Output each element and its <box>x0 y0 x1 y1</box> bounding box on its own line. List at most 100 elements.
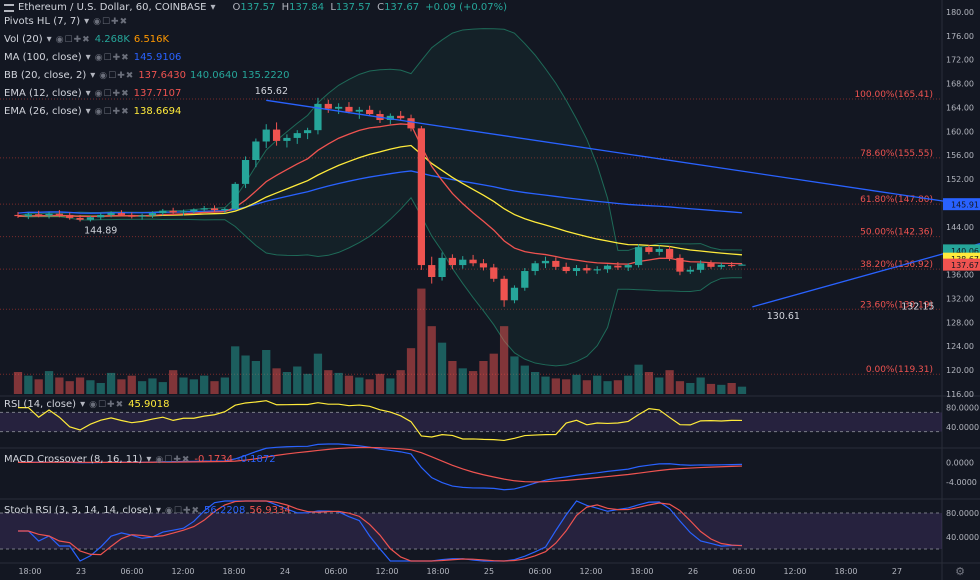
candle-body <box>138 215 146 217</box>
volume-bar <box>34 379 43 394</box>
trendline-upper <box>266 99 980 208</box>
candle-body <box>355 109 363 112</box>
candle-body <box>345 106 353 112</box>
candle-body <box>572 268 581 272</box>
candle-body <box>448 257 457 266</box>
volume-bar <box>427 326 436 394</box>
candle-body <box>107 213 115 215</box>
volume-bar <box>613 380 623 394</box>
menu-icon[interactable] <box>4 4 14 12</box>
volume-bar <box>468 371 478 394</box>
candle-body <box>634 247 643 266</box>
indicator-row: Vol (20) ▾ ◉☐✚✖ 4.268K 6.516K <box>4 32 169 48</box>
fib-level-label: 100.00%(165.41) <box>854 90 933 100</box>
chevron-down-icon[interactable]: ▾ <box>85 106 91 117</box>
indicator-controls-icon[interactable]: ◉☐✚✖ <box>93 17 129 27</box>
close-value: 137.67 <box>384 2 420 13</box>
volume-bar <box>386 378 395 394</box>
indicator-row-label[interactable]: EMA (12, close) <box>4 88 82 99</box>
chevron-down-icon[interactable]: ▾ <box>46 34 52 45</box>
candle-body <box>45 213 53 216</box>
volume-bar <box>355 377 364 394</box>
symbol-title[interactable]: Ethereum / U.S. Dollar, 60, COINBASE <box>18 2 207 13</box>
candle-body <box>500 278 508 301</box>
stoch-legend: Stoch RSI (3, 3, 14, 14, close) ▾ ◉☐✚✖ 56.2… <box>4 503 291 519</box>
time-tick-label: 23 <box>76 567 86 576</box>
candle-body <box>510 287 519 301</box>
candle-body <box>24 214 32 217</box>
candle-body <box>459 259 467 266</box>
chevron-down-icon[interactable]: ▾ <box>90 70 96 81</box>
volume-bar <box>572 374 581 394</box>
volume-bar <box>324 370 333 394</box>
rsi-legend: RSI (14, close) ▾ ◉☐✚✖ 45.9018 <box>4 397 169 413</box>
candle-body <box>14 214 22 217</box>
price-tick-label: 120.00 <box>946 366 974 375</box>
volume-bar <box>231 346 240 394</box>
indicator-value: 138.6694 <box>133 106 182 117</box>
candle-body <box>66 214 74 218</box>
chevron-down-icon[interactable]: ▾ <box>80 399 86 410</box>
volume-bar <box>210 381 219 394</box>
indicator-row-label[interactable]: MA (100, close) <box>4 52 82 63</box>
time-tick-label: 12:00 <box>375 567 398 576</box>
candle-body <box>728 265 736 267</box>
high-value: 137.84 <box>289 2 325 13</box>
indicator-controls-icon[interactable]: ◉☐✚✖ <box>165 506 201 516</box>
indicator-controls-icon[interactable]: ◉☐✚✖ <box>94 53 130 63</box>
pivot-label: 130.61 <box>767 311 800 322</box>
volume-bar <box>696 377 705 394</box>
fib-level-label: 78.60%(155.55) <box>860 149 933 159</box>
indicator-controls-icon[interactable]: ◉☐✚✖ <box>99 71 135 81</box>
volume-bar <box>737 386 747 394</box>
indicator-row: BB (20, close, 2) ▾ ◉☐✚✖ 137.6430 140.0640 13… <box>4 68 289 84</box>
stoch-k-line <box>18 500 743 562</box>
price-tick-label: 156.00 <box>946 151 974 160</box>
candle-body <box>262 129 270 142</box>
chevron-down-icon[interactable]: ▾ <box>210 2 216 13</box>
indicator-controls-icon[interactable]: ◉☐✚✖ <box>155 455 191 465</box>
fib-level-label: 23.60%(130.19) <box>860 300 933 310</box>
candle-body <box>469 259 477 264</box>
candle-body <box>200 208 208 210</box>
volume-bar <box>479 361 488 394</box>
indicator-row-label[interactable]: BB (20, close, 2) <box>4 70 87 81</box>
chevron-down-icon[interactable]: ▾ <box>156 505 162 516</box>
stoch-tick-label: 40.0000 <box>946 533 979 542</box>
candle-body <box>655 248 663 252</box>
chevron-down-icon[interactable]: ▾ <box>85 52 91 63</box>
chevron-down-icon[interactable]: ▾ <box>85 88 91 99</box>
low-value: 137.57 <box>335 2 371 13</box>
indicator-row-label[interactable]: EMA (26, close) <box>4 106 82 117</box>
stoch-legend-label[interactable]: Stoch RSI (3, 3, 14, 14, close) <box>4 505 152 516</box>
chevron-down-icon[interactable]: ▾ <box>146 454 152 465</box>
indicator-controls-icon[interactable]: ◉☐✚✖ <box>94 89 130 99</box>
price-tick-label: 164.00 <box>946 103 974 112</box>
candle-body <box>407 118 415 129</box>
indicator-row-label[interactable]: Vol (20) <box>4 34 43 45</box>
price-tick-label: 144.00 <box>946 223 974 232</box>
macd-legend-label[interactable]: MACD Crossover (8, 16, 11) <box>4 454 143 465</box>
bb-lower-line <box>17 196 743 367</box>
time-tick-label: 12:00 <box>783 567 806 576</box>
indicator-controls-icon[interactable]: ◉☐✚✖ <box>89 400 125 410</box>
volume-bar <box>137 381 147 394</box>
indicator-row-label[interactable]: Pivots HL (7, 7) <box>4 16 81 27</box>
indicator-row: MA (100, close) ▾ ◉☐✚✖ 145.9106 <box>4 50 181 66</box>
volume-bar <box>75 377 85 394</box>
chevron-down-icon[interactable]: ▾ <box>84 16 90 27</box>
price-tick-label: 116.00 <box>946 390 974 399</box>
indicator-value: 4.268K <box>94 34 130 45</box>
indicator-controls-icon[interactable]: ◉☐✚✖ <box>55 35 91 45</box>
candle-body <box>55 213 63 215</box>
volume-bar <box>24 375 33 394</box>
volume-bar <box>665 370 674 394</box>
volume-bar <box>44 371 54 394</box>
candle-body <box>665 248 674 258</box>
candle-body <box>169 210 177 213</box>
indicator-controls-icon[interactable]: ◉☐✚✖ <box>94 107 130 117</box>
rsi-legend-label[interactable]: RSI (14, close) <box>4 399 77 410</box>
time-tick-label: 27 <box>892 567 902 576</box>
rsi-tick-label: 80.0000 <box>946 404 979 413</box>
